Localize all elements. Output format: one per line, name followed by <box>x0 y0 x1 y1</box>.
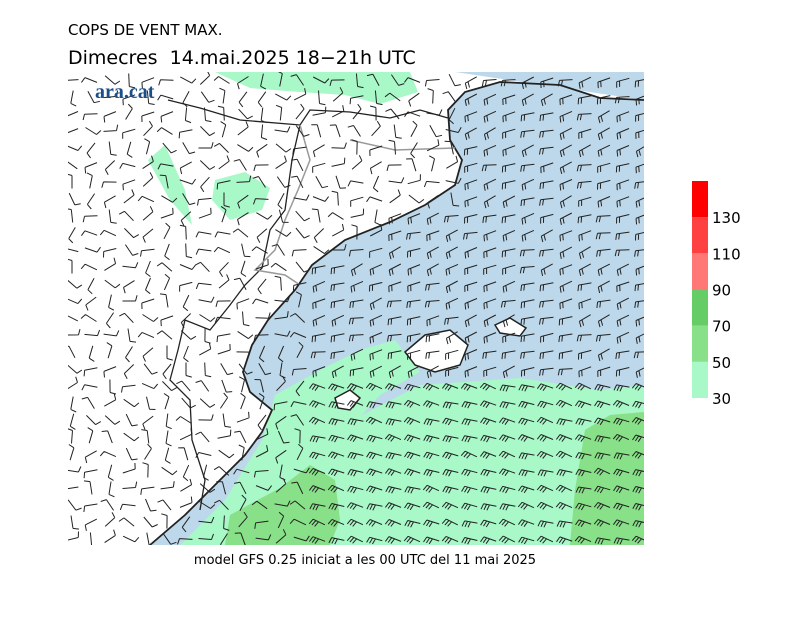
colorbar-band <box>692 289 708 326</box>
colorbar: 30 50 70 90 110 130 <box>692 181 741 408</box>
wind-zone-30 <box>148 72 644 545</box>
subtitle: Dimecres 14.mai.2025 18−21h UTC <box>68 47 416 69</box>
colorbar-band <box>692 361 708 398</box>
colorbar-band <box>692 217 708 254</box>
colorbar-band <box>692 325 708 362</box>
colorbar-label: 70 <box>712 318 731 336</box>
colorbar-label: 50 <box>712 354 731 372</box>
colorbar-band <box>692 181 708 218</box>
title: COPS DE VENT MAX. <box>68 21 223 39</box>
map: ara.cat <box>68 72 644 545</box>
coastline <box>149 81 644 545</box>
colorbar-label: 90 <box>712 282 731 300</box>
wind-zone-50 <box>225 412 644 545</box>
footer: model GFS 0.25 iniciat a les 00 UTC del … <box>194 553 536 568</box>
colorbar-band <box>692 253 708 290</box>
colorbar-label: 110 <box>712 245 741 263</box>
colorbar-label: 30 <box>712 390 731 408</box>
logo: ara.cat <box>95 81 155 103</box>
colorbar-label: 130 <box>712 209 741 227</box>
wind-barbs <box>68 72 644 545</box>
